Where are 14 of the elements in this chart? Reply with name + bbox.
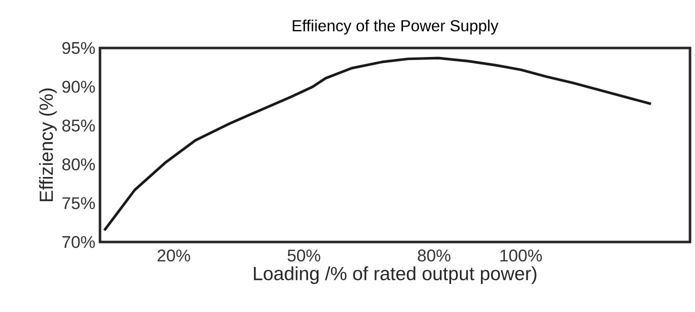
x-tick-label: 20% — [158, 250, 190, 262]
y-tick-label: 85% — [62, 120, 95, 132]
x-axis-title: Loading /% of rated output power) — [254, 266, 536, 284]
x-tick-label: 80% — [418, 250, 450, 262]
y-tick-label: 80% — [62, 158, 95, 170]
line-series — [103, 56, 652, 232]
x-tick-label: 100% — [500, 250, 542, 262]
y-tick-label: 75% — [62, 197, 95, 210]
chart-title: Effiiency of the Power Supply — [292, 20, 498, 35]
y-tick-label: 70% — [62, 236, 95, 248]
y-tick-label: 90% — [62, 80, 95, 93]
y-axis-title: Effiziency (%) — [39, 88, 57, 202]
x-tick-label: 50% — [288, 250, 320, 262]
y-tick-label: 95% — [62, 42, 95, 54]
